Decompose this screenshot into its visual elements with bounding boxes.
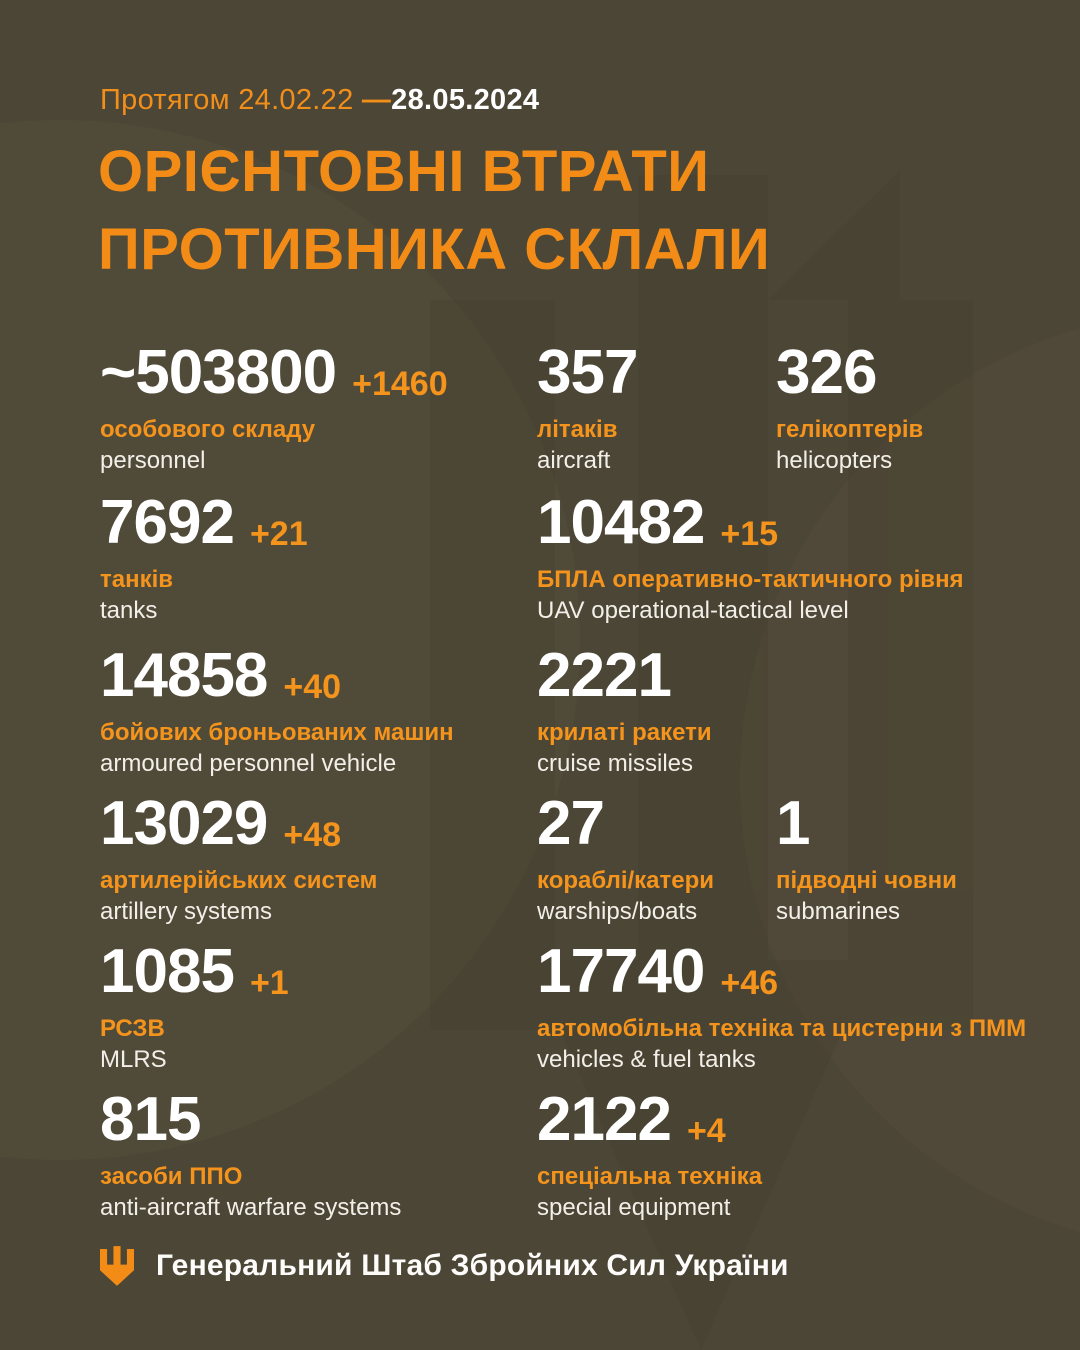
stat-label-ua: засоби ППО bbox=[100, 1163, 243, 1190]
stat-delta: +4 bbox=[686, 1112, 726, 1150]
stat-label-ua: РСЗВ bbox=[100, 1015, 165, 1042]
stat-cruise-missiles: 2221 крилаті ракети cruise missiles bbox=[537, 645, 712, 777]
footer-source-line: Генеральний Штаб Збройних Сил України bbox=[100, 1246, 789, 1286]
stat-uav: 10482 +15 БПЛА оперативно-тактичного рів… bbox=[537, 492, 964, 624]
stat-submarines: 1 підводні човни submarines bbox=[776, 793, 957, 925]
stat-label-ua: літаків bbox=[537, 416, 618, 443]
stat-label-en: helicopters bbox=[776, 446, 893, 474]
stat-value-line: 17740 +46 bbox=[537, 941, 1026, 1003]
stat-label-ua: крилаті ракети bbox=[537, 719, 712, 746]
stat-label-en: submarines bbox=[776, 897, 901, 925]
page-title-line2: ПРОТИВНИКА СКЛАЛИ bbox=[98, 217, 771, 282]
stat-vehicles-fuel: 17740 +46 автомобільна техніка та цистер… bbox=[537, 941, 1026, 1073]
stat-label-en: personnel bbox=[100, 446, 206, 474]
stat-value: 1 bbox=[776, 789, 810, 858]
stat-value: 2221 bbox=[537, 641, 672, 710]
stat-value-line: 1085 +1 bbox=[100, 941, 289, 1003]
stat-label-ua: гелікоптерів bbox=[776, 416, 924, 443]
stat-label-en: special equipment bbox=[537, 1193, 731, 1221]
stat-label-ua: БПЛА оперативно-тактичного рівня bbox=[537, 566, 964, 593]
stat-value-line: 10482 +15 bbox=[537, 492, 964, 554]
stat-value: 7692 bbox=[100, 488, 235, 557]
period-to: 28.05.2024 bbox=[391, 84, 540, 116]
stat-value: 14858 bbox=[100, 641, 268, 710]
stat-value: 17740 bbox=[537, 937, 705, 1006]
stat-value-line: 815 bbox=[100, 1089, 401, 1151]
stat-label-ua: підводні човни bbox=[776, 867, 957, 894]
stat-value: 13029 bbox=[100, 789, 268, 858]
page-title: ОРІЄНТОВНІ ВТРАТИ ПРОТИВНИКА СКЛАЛИ bbox=[98, 133, 770, 289]
stat-anti-aircraft: 815 засоби ППО anti-aircraft warfare sys… bbox=[100, 1089, 401, 1221]
stat-delta: +46 bbox=[720, 964, 779, 1002]
period-line: Протягом 24.02.22 —28.05.2024 bbox=[100, 84, 539, 117]
stat-delta: +48 bbox=[283, 816, 342, 854]
stat-value: 2122 bbox=[537, 1085, 672, 1154]
stat-value: 27 bbox=[537, 789, 605, 858]
stat-value: 1085 bbox=[100, 937, 235, 1006]
stat-aircraft: 357 літаків aircraft bbox=[537, 338, 638, 474]
stat-value-line: 326 bbox=[776, 342, 923, 404]
stat-special-equipment: 2122 +4 спеціальна техніка special equip… bbox=[537, 1089, 762, 1221]
stat-value-line: 7692 +21 bbox=[100, 492, 308, 554]
stat-warships: 27 кораблі/катери warships/boats bbox=[537, 793, 714, 925]
stat-value-line: 14858 +40 bbox=[100, 645, 454, 707]
stat-delta: +21 bbox=[249, 515, 308, 553]
trident-icon bbox=[100, 1246, 134, 1286]
page-title-line1: ОРІЄНТОВНІ ВТРАТИ bbox=[98, 139, 710, 204]
stat-label-en: MLRS bbox=[100, 1045, 167, 1073]
stat-label-en: cruise missiles bbox=[537, 749, 694, 777]
stat-personnel: ~503800 +1460 особового складу personnel bbox=[100, 342, 448, 474]
stat-label-ua: бойових броньованих машин bbox=[100, 719, 454, 746]
stat-label-ua: танків bbox=[100, 566, 174, 593]
stat-artillery: 13029 +48 артилерійських систем artiller… bbox=[100, 793, 377, 925]
stat-delta: +40 bbox=[283, 668, 342, 706]
stat-label-ua: спеціальна техніка bbox=[537, 1163, 763, 1190]
stat-label-ua: особового складу bbox=[100, 416, 316, 443]
stat-value-line: 27 bbox=[537, 793, 714, 855]
stat-value-line: 1 bbox=[776, 793, 957, 855]
stat-label-en: tanks bbox=[100, 596, 158, 624]
stat-label-ua: артилерійських систем bbox=[100, 867, 378, 894]
stat-label-en: armoured personnel vehicle bbox=[100, 749, 397, 777]
stat-label-ua: кораблі/катери bbox=[537, 867, 715, 894]
stat-value: 357 bbox=[537, 338, 638, 407]
stat-delta: +1 bbox=[249, 964, 289, 1002]
stat-helicopters: 326 гелікоптерів helicopters bbox=[776, 342, 923, 474]
stat-delta: +15 bbox=[720, 515, 779, 553]
stat-value: 326 bbox=[776, 338, 877, 407]
stat-value: 10482 bbox=[537, 488, 705, 557]
stat-value-line: ~503800 +1460 bbox=[100, 342, 448, 404]
stat-value-line: 2122 +4 bbox=[537, 1089, 762, 1151]
stat-label-en: artillery systems bbox=[100, 897, 273, 925]
stat-label-en: UAV operational-tactical level bbox=[537, 596, 849, 624]
stat-value: ~503800 bbox=[100, 338, 337, 407]
stat-value-line: 2221 bbox=[537, 645, 712, 707]
stat-value-line: 13029 +48 bbox=[100, 793, 377, 855]
stat-delta: +1460 bbox=[352, 365, 448, 403]
stat-label-ua: автомобільна техніка та цистерни з ПММ bbox=[537, 1015, 1027, 1042]
period-from: Протягом 24.02.22 bbox=[100, 84, 354, 116]
stat-label-en: vehicles & fuel tanks bbox=[537, 1045, 756, 1073]
stat-tanks: 7692 +21 танків tanks bbox=[100, 492, 308, 624]
stat-label-en: anti-aircraft warfare systems bbox=[100, 1193, 402, 1221]
stat-value-line: 357 bbox=[537, 338, 638, 407]
stat-value: 815 bbox=[100, 1085, 201, 1154]
footer-source-text: Генеральний Штаб Збройних Сил України bbox=[156, 1249, 789, 1282]
stat-label-en: aircraft bbox=[537, 446, 611, 474]
period-dash: — bbox=[361, 84, 392, 116]
stat-label-en: warships/boats bbox=[537, 897, 698, 925]
stat-armoured-vehicles: 14858 +40 бойових броньованих машин armo… bbox=[100, 645, 454, 777]
stat-mlrs: 1085 +1 РСЗВ MLRS bbox=[100, 941, 289, 1073]
